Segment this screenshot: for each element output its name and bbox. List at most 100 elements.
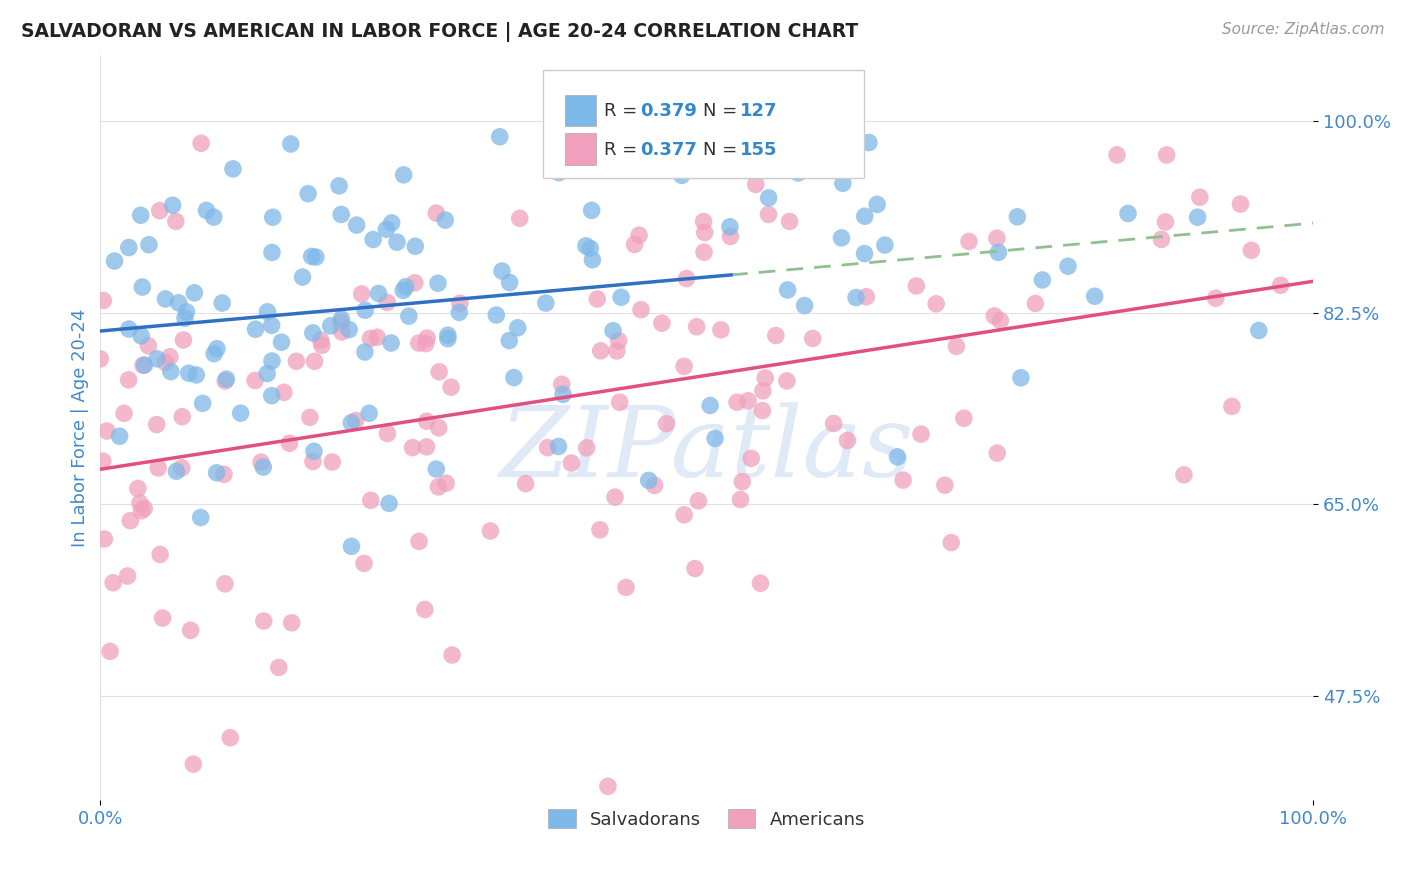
Point [491,264,513,278]
Point [354,303,377,318]
Point [692,214,714,228]
Point [202,347,225,361]
Point [1188,190,1211,204]
Point [304,354,326,368]
Point [392,284,415,298]
Point [434,213,457,227]
Point [1105,148,1128,162]
Point [737,393,759,408]
Point [260,389,283,403]
Point [301,249,323,263]
Point [754,371,776,385]
Point [831,176,853,190]
Point [1240,244,1263,258]
Point [758,191,780,205]
Point [675,271,697,285]
Point [749,576,772,591]
Point [191,396,214,410]
Point [693,226,716,240]
Point [344,413,367,427]
Point [891,473,914,487]
Point [1220,400,1243,414]
Point [214,374,236,388]
Point [614,581,637,595]
Point [427,277,450,291]
Point [506,320,529,334]
Text: 155: 155 [740,141,778,159]
Point [720,229,742,244]
Point [180,624,202,638]
Point [987,245,1010,260]
Text: N =: N = [703,141,744,159]
Point [273,385,295,400]
Point [1084,289,1107,303]
Point [134,501,156,516]
Point [167,295,190,310]
Point [488,129,510,144]
Point [873,238,896,252]
Point [305,250,328,264]
Point [398,309,420,323]
Text: SALVADORAN VS AMERICAN IN LABOR FORCE | AGE 20-24 CORRELATION CHART: SALVADORAN VS AMERICAN IN LABOR FORCE | … [21,22,858,42]
Point [1007,210,1029,224]
FancyBboxPatch shape [543,70,865,178]
Point [214,576,236,591]
Point [427,421,450,435]
Point [787,166,810,180]
Point [1031,273,1053,287]
Point [155,292,177,306]
Point [485,308,508,322]
Point [427,480,450,494]
Point [651,316,673,330]
Point [190,136,212,151]
Point [183,757,205,772]
Point [132,358,155,372]
Point [413,602,436,616]
Point [441,648,464,662]
Point [129,329,152,343]
Point [330,316,353,330]
Point [730,492,752,507]
Text: 127: 127 [740,102,778,120]
Point [596,780,619,794]
Point [311,338,333,352]
Point [361,233,384,247]
Text: Source: ZipAtlas.com: Source: ZipAtlas.com [1222,22,1385,37]
Point [340,416,363,430]
Point [776,92,799,106]
Point [1154,215,1177,229]
Text: 0.377: 0.377 [640,141,697,159]
Point [1247,323,1270,337]
Text: N =: N = [703,102,744,120]
Point [270,335,292,350]
Point [779,214,801,228]
Point [1057,259,1080,273]
Point [280,136,302,151]
Point [155,355,177,369]
Point [416,331,439,345]
Point [174,311,197,326]
Point [1205,291,1227,305]
Point [145,417,167,432]
Point [378,496,401,510]
Point [1229,197,1251,211]
Point [581,203,603,218]
Point [395,279,418,293]
Point [479,524,502,538]
Point [752,384,775,398]
Point [425,462,447,476]
Point [328,178,350,193]
Point [858,136,880,150]
Point [380,335,402,350]
Point [165,214,187,228]
Point [449,296,471,310]
Point [129,496,152,510]
Point [172,333,194,347]
Point [183,285,205,300]
Point [359,331,381,345]
Point [655,417,678,431]
Point [134,358,156,372]
Point [186,368,208,382]
Point [89,351,111,366]
Point [176,305,198,319]
